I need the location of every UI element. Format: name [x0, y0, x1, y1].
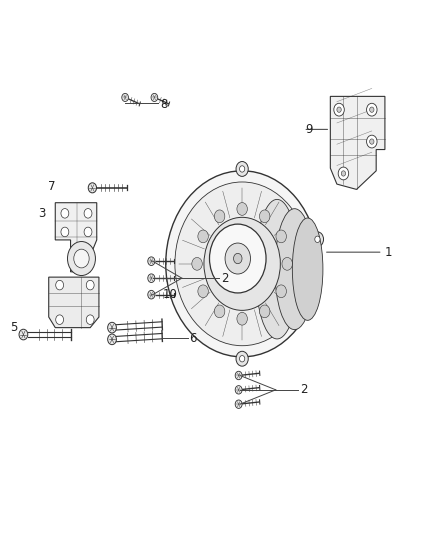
- Circle shape: [67, 241, 95, 276]
- Circle shape: [259, 210, 270, 223]
- Polygon shape: [49, 277, 99, 328]
- Circle shape: [337, 107, 341, 112]
- Circle shape: [166, 171, 318, 357]
- Circle shape: [240, 166, 245, 172]
- Circle shape: [225, 243, 251, 274]
- Circle shape: [240, 356, 245, 362]
- Circle shape: [175, 182, 309, 346]
- Circle shape: [276, 230, 286, 243]
- Circle shape: [84, 208, 92, 218]
- Circle shape: [237, 203, 247, 215]
- Circle shape: [192, 257, 202, 270]
- Circle shape: [74, 249, 89, 268]
- Circle shape: [367, 103, 377, 116]
- Text: 1: 1: [385, 246, 392, 259]
- Circle shape: [61, 208, 69, 218]
- Circle shape: [236, 351, 248, 366]
- Circle shape: [235, 385, 242, 394]
- Circle shape: [148, 257, 155, 265]
- Circle shape: [148, 274, 155, 282]
- Circle shape: [370, 107, 374, 112]
- Circle shape: [315, 236, 320, 243]
- Circle shape: [237, 312, 247, 325]
- Text: 3: 3: [38, 207, 45, 220]
- Circle shape: [209, 224, 266, 293]
- Ellipse shape: [255, 199, 299, 339]
- Text: 10: 10: [163, 288, 178, 301]
- Ellipse shape: [275, 209, 314, 329]
- Circle shape: [148, 290, 155, 299]
- Text: 7: 7: [48, 180, 55, 193]
- Circle shape: [334, 103, 344, 116]
- Circle shape: [61, 227, 69, 237]
- Circle shape: [276, 285, 286, 297]
- Circle shape: [122, 93, 128, 101]
- Circle shape: [86, 280, 94, 290]
- Circle shape: [214, 305, 225, 318]
- Text: 2: 2: [300, 383, 307, 397]
- Circle shape: [151, 93, 158, 101]
- Circle shape: [108, 334, 117, 345]
- Circle shape: [370, 139, 374, 144]
- Circle shape: [88, 183, 96, 193]
- Text: 9: 9: [305, 123, 312, 136]
- Circle shape: [108, 322, 117, 333]
- Circle shape: [56, 280, 64, 290]
- Circle shape: [282, 257, 293, 270]
- Circle shape: [204, 217, 280, 310]
- Circle shape: [86, 315, 94, 325]
- Circle shape: [311, 232, 324, 247]
- Circle shape: [367, 135, 377, 148]
- Circle shape: [236, 161, 248, 176]
- Polygon shape: [55, 203, 97, 272]
- Circle shape: [235, 400, 242, 408]
- Circle shape: [338, 167, 349, 180]
- Ellipse shape: [292, 218, 323, 320]
- Text: 6: 6: [189, 332, 197, 345]
- Circle shape: [19, 329, 28, 340]
- Text: 5: 5: [11, 321, 18, 334]
- Circle shape: [235, 372, 242, 379]
- Circle shape: [56, 315, 64, 325]
- Circle shape: [198, 230, 208, 243]
- Text: 8: 8: [160, 98, 167, 111]
- Polygon shape: [330, 96, 385, 189]
- Text: 2: 2: [221, 272, 229, 285]
- Circle shape: [233, 253, 242, 264]
- Circle shape: [84, 227, 92, 237]
- Circle shape: [341, 171, 346, 176]
- Circle shape: [259, 305, 270, 318]
- Circle shape: [198, 285, 208, 297]
- Circle shape: [214, 210, 225, 223]
